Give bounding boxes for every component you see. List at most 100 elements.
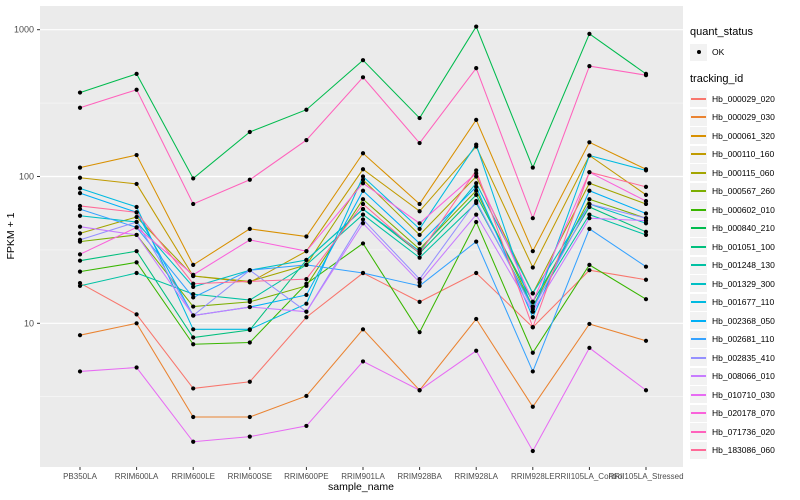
legend-item-Hb_008066_010: Hb_008066_010	[690, 367, 798, 386]
legend-item-label: Hb_000115_060	[712, 167, 775, 178]
legend-item-label: Hb_183086_060	[712, 445, 775, 456]
data-point	[191, 176, 196, 181]
data-point	[417, 201, 422, 207]
data-point	[417, 277, 422, 282]
data-point	[77, 258, 83, 263]
data-point	[77, 269, 83, 274]
data-point	[643, 338, 649, 343]
data-point	[474, 181, 479, 186]
data-point	[643, 388, 649, 393]
data-point	[247, 327, 252, 332]
legend-item-label: Hb_010710_030	[712, 389, 775, 400]
data-point	[77, 224, 83, 229]
data-point	[191, 414, 196, 420]
data-point	[360, 221, 366, 226]
legend-item-label: Hb_001248_130	[712, 260, 775, 271]
data-point	[191, 313, 196, 318]
data-point	[587, 345, 592, 350]
legend-item-label: Hb_002835_410	[712, 352, 775, 363]
data-point	[530, 265, 535, 270]
legend-line-swatch	[691, 153, 706, 156]
data-point	[304, 262, 309, 267]
data-point	[474, 188, 479, 193]
legend-line-swatch	[691, 116, 706, 119]
legend-item-Hb_001051_100: Hb_001051_100	[690, 238, 798, 257]
legend-key-box	[690, 330, 707, 348]
legend-item-label: OK	[712, 47, 725, 58]
legend-line-swatch	[691, 134, 706, 137]
x-axis-title: sample_name	[328, 481, 394, 493]
legend-key-box	[690, 108, 707, 126]
data-point	[77, 105, 83, 110]
x-tick-label: RRIM600LE	[171, 472, 215, 481]
data-point	[530, 299, 535, 304]
data-point	[587, 212, 592, 217]
data-point	[191, 439, 196, 444]
legend-item-label: Hb_000840_210	[712, 223, 775, 234]
data-point	[134, 204, 139, 210]
data-point	[417, 255, 422, 260]
data-point	[247, 129, 252, 135]
data-point	[191, 201, 196, 207]
data-point	[134, 365, 139, 370]
data-point	[134, 232, 139, 238]
legend-item-label: Hb_001329_300	[712, 278, 775, 289]
legend-key-box	[690, 312, 707, 330]
data-point	[474, 348, 479, 353]
data-point	[77, 213, 83, 218]
legend-line-swatch	[691, 190, 706, 193]
data-point	[191, 335, 196, 340]
legend-line-swatch	[691, 282, 706, 285]
legend-key-box	[690, 349, 707, 367]
legend-item-Hb_020178_070: Hb_020178_070	[690, 404, 798, 423]
data-point	[304, 315, 309, 320]
data-point	[191, 292, 196, 297]
data-point	[587, 226, 592, 231]
legend-item-Hb_000602_010: Hb_000602_010	[690, 201, 798, 220]
data-point	[643, 198, 649, 204]
data-point	[304, 309, 309, 314]
data-point	[474, 24, 479, 29]
legend-line-swatch	[691, 227, 706, 230]
data-point	[474, 219, 479, 225]
data-point	[474, 212, 479, 217]
data-point	[247, 304, 252, 310]
legend-item-quant-ok: OK	[690, 43, 798, 62]
legend-item-label: Hb_000029_020	[712, 93, 775, 104]
data-point	[643, 277, 649, 282]
data-point	[247, 434, 252, 439]
x-tick-label: RRIM600PE	[284, 472, 328, 481]
legend: quant_status OK tracking_id Hb_000029_02…	[690, 26, 798, 460]
legend-item-label: Hb_002681_110	[712, 334, 775, 345]
legend-item-Hb_183086_060: Hb_183086_060	[690, 441, 798, 460]
legend-item-Hb_002368_050: Hb_002368_050	[690, 312, 798, 331]
data-point	[474, 168, 479, 173]
data-point	[304, 393, 309, 399]
data-point	[360, 177, 366, 182]
legend-item-label: Hb_000110_160	[712, 149, 775, 160]
data-point	[77, 90, 83, 95]
legend-key-box	[690, 386, 707, 404]
data-point	[247, 237, 252, 242]
legend-line-swatch	[691, 97, 706, 100]
x-axis-labels: PB350LA RRIM600LA RRIM600LE RRIM600SE RRIM60…	[63, 472, 683, 481]
data-point	[134, 270, 139, 276]
data-point	[417, 280, 422, 285]
legend-item-Hb_000029_020: Hb_000029_020	[690, 90, 798, 109]
data-point	[417, 251, 422, 256]
legend-item-Hb_001329_300: Hb_001329_300	[690, 275, 798, 294]
legend-item-Hb_001677_110: Hb_001677_110	[690, 293, 798, 312]
legend-key-box	[690, 164, 707, 182]
legend-item-label: Hb_020178_070	[712, 408, 775, 419]
data-point	[530, 249, 535, 254]
data-point	[360, 327, 366, 332]
data-point	[134, 225, 139, 230]
data-point	[360, 201, 366, 207]
data-point	[587, 170, 592, 175]
data-point	[134, 321, 139, 326]
data-point	[360, 197, 366, 202]
data-point	[530, 216, 535, 221]
data-point	[77, 186, 83, 191]
data-point	[360, 167, 366, 172]
data-point	[134, 181, 139, 187]
